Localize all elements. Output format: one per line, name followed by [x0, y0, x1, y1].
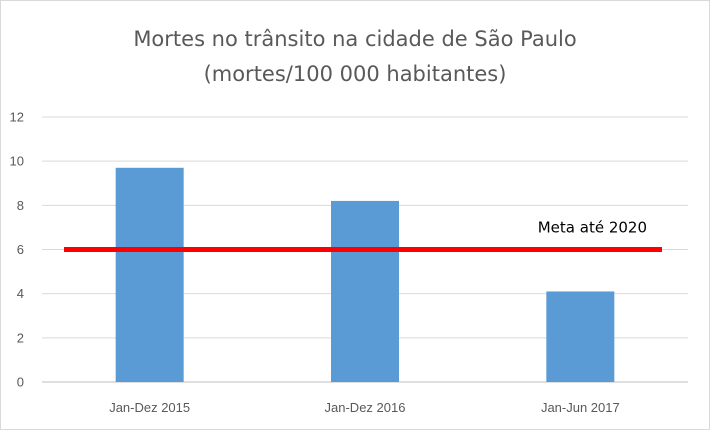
target-line-label: Meta até 2020 [538, 219, 647, 237]
bar [331, 200, 399, 382]
bar [115, 167, 184, 382]
y-tick-label: 4 [17, 286, 24, 301]
x-tick-label: Jan-Dez 2016 [325, 400, 406, 415]
y-tick-label: 8 [17, 198, 24, 213]
chart-title: Mortes no trânsito na cidade de São Paul… [133, 27, 577, 51]
x-tick-label: Jan-Dez 2015 [109, 400, 190, 415]
y-tick-label: 0 [17, 375, 24, 390]
y-tick-label: 12 [10, 110, 24, 125]
y-tick-label: 10 [10, 154, 24, 169]
bar [546, 291, 615, 382]
x-tick-label: Jan-Jun 2017 [541, 400, 620, 415]
y-tick-label: 6 [17, 242, 24, 257]
chart-subtitle: (mortes/100 000 habitantes) [203, 62, 507, 86]
y-tick-label: 2 [17, 330, 24, 345]
